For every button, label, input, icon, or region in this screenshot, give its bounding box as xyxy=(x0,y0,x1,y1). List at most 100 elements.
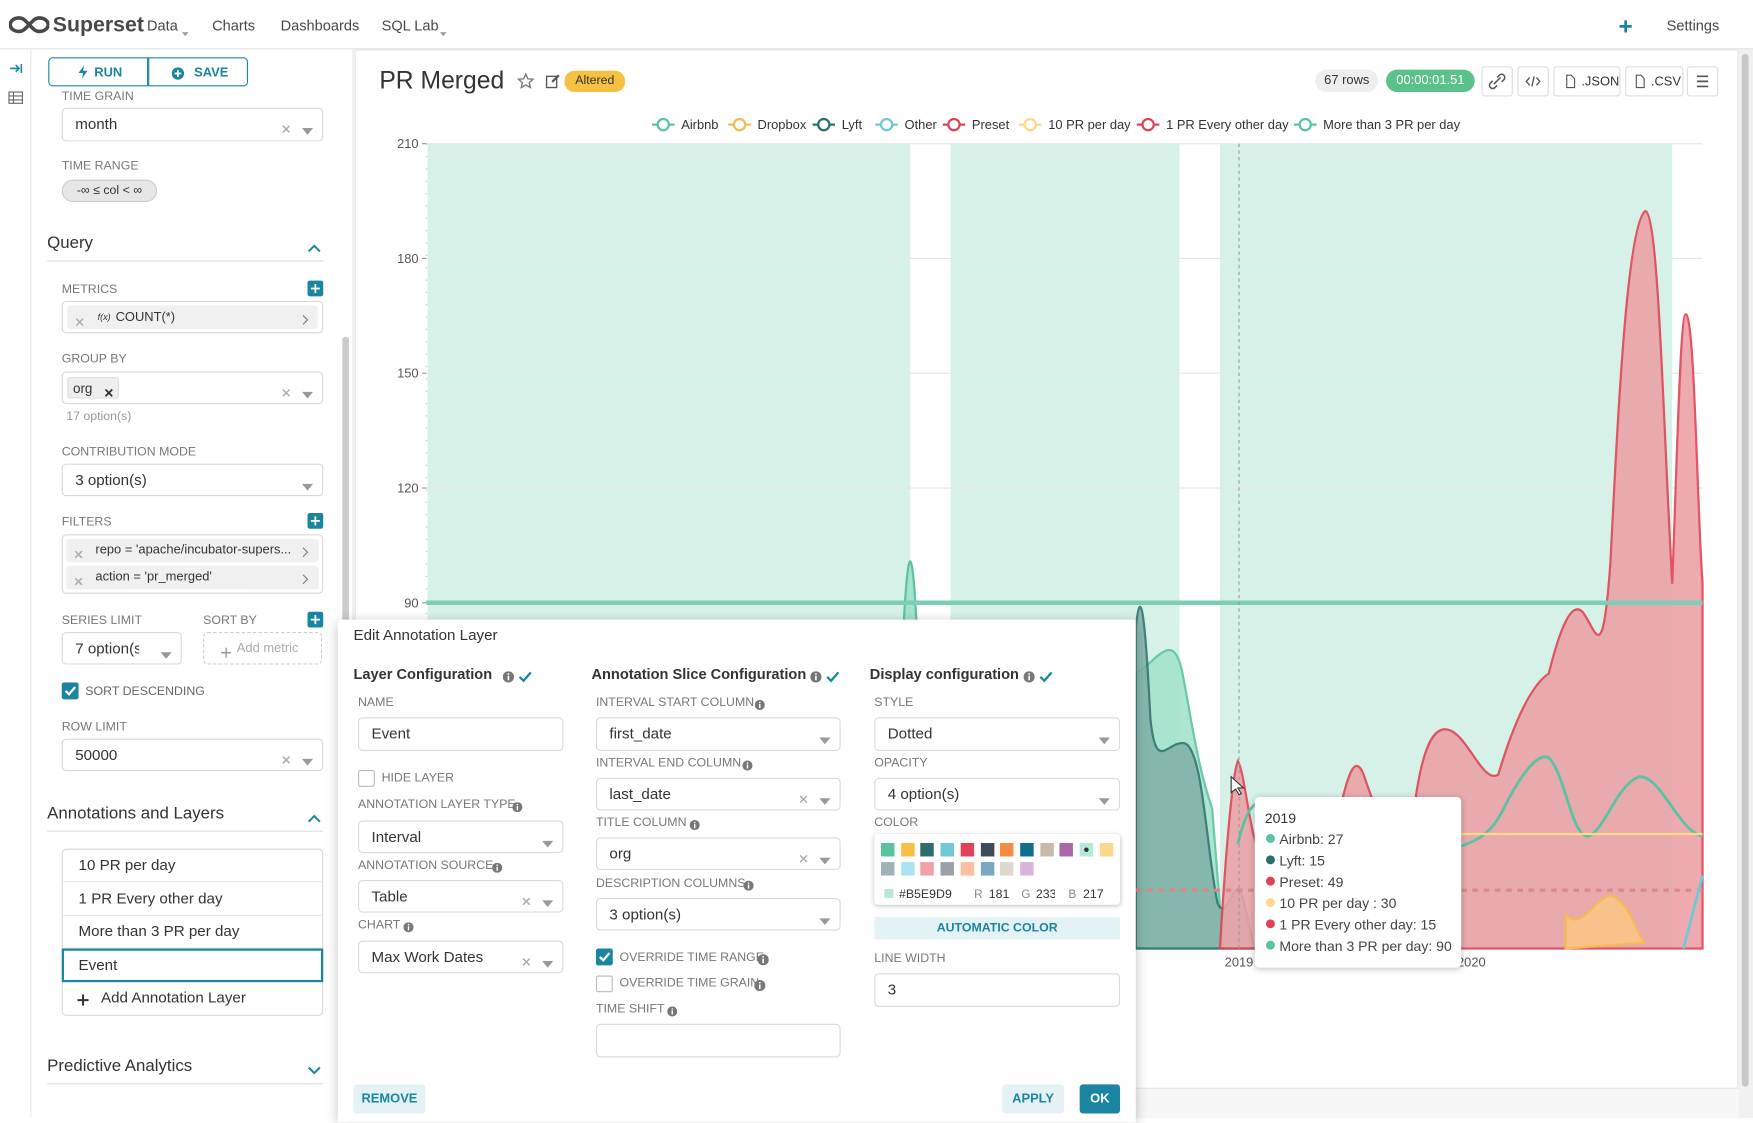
color-swatch[interactable] xyxy=(1020,843,1033,856)
icon xyxy=(819,737,830,744)
icon xyxy=(542,840,553,847)
field-label: TITLE COLUMN xyxy=(596,815,687,831)
select[interactable]: Interval xyxy=(358,821,563,854)
text-input[interactable] xyxy=(596,1024,841,1058)
legend-label: More than 3 PR per day xyxy=(1323,117,1460,132)
icon xyxy=(667,1006,677,1016)
icon-part xyxy=(819,798,830,805)
color-swatch[interactable] xyxy=(980,843,993,856)
icon xyxy=(522,896,531,905)
color-swatch[interactable] xyxy=(980,862,993,875)
color-swatch[interactable] xyxy=(1060,843,1073,856)
text-input[interactable]: 3 xyxy=(874,973,1120,1007)
caret-icon xyxy=(542,893,553,910)
color-swatch[interactable] xyxy=(1080,843,1093,856)
color-swatch[interactable] xyxy=(901,843,914,856)
icon xyxy=(819,857,830,864)
icon-part xyxy=(762,956,764,958)
legend-marker xyxy=(948,119,959,130)
tooltip-dot xyxy=(1266,855,1275,864)
select-value: Interval xyxy=(371,822,421,852)
color-swatch[interactable] xyxy=(1000,862,1013,875)
clear-icon[interactable] xyxy=(522,892,531,909)
text-input[interactable]: Event xyxy=(358,717,563,751)
icon-part xyxy=(517,806,518,810)
tooltip-dot xyxy=(1266,941,1275,950)
info-icon xyxy=(667,1004,677,1019)
select[interactable]: last_date xyxy=(596,778,841,811)
color-swatch[interactable] xyxy=(1000,843,1013,856)
modal-title: Edit Annotation Layer xyxy=(354,626,498,644)
icon xyxy=(512,802,522,812)
y-tick-label: 210 xyxy=(397,136,419,151)
automatic-color-button[interactable]: AUTOMATIC COLOR xyxy=(874,917,1120,939)
select[interactable]: Dotted xyxy=(874,717,1120,751)
select[interactable]: 4 option(s) xyxy=(874,778,1120,811)
icon-part xyxy=(542,900,553,907)
hex-value: #B5E9D9 xyxy=(899,886,952,904)
info-icon xyxy=(492,861,502,876)
icon xyxy=(522,957,531,966)
color-swatch[interactable] xyxy=(1020,862,1033,875)
color-swatch[interactable] xyxy=(881,843,894,856)
icon xyxy=(758,954,769,965)
color-swatch[interactable] xyxy=(1040,843,1053,856)
checkbox-label: OVERRIDE TIME RANGE xyxy=(620,949,765,967)
select[interactable]: 3 option(s) xyxy=(596,898,841,931)
color-swatch[interactable] xyxy=(921,843,934,856)
color-swatch[interactable] xyxy=(960,843,973,856)
select-value: org xyxy=(609,839,631,869)
select[interactable]: first_date xyxy=(596,717,841,751)
icon xyxy=(742,761,752,771)
color-swatch[interactable] xyxy=(881,862,894,875)
icon xyxy=(810,671,821,682)
clear-icon[interactable] xyxy=(799,790,808,807)
checkbox[interactable] xyxy=(596,949,613,966)
icon-part xyxy=(496,867,497,871)
select[interactable]: Max Work Dates xyxy=(358,941,563,974)
select-value: Table xyxy=(371,881,407,911)
color-swatch[interactable] xyxy=(960,862,973,875)
icon xyxy=(597,950,612,965)
color-swatch[interactable] xyxy=(1100,843,1113,856)
icon-part xyxy=(508,676,510,680)
remove-button[interactable]: REMOVE xyxy=(354,1084,426,1113)
clear-icon[interactable] xyxy=(799,849,808,866)
color-swatch[interactable] xyxy=(901,862,914,875)
tooltip-item: Lyft: 15 xyxy=(1279,852,1325,870)
color-swatch[interactable] xyxy=(941,862,954,875)
info-icon xyxy=(512,800,522,815)
y-tick-label: 120 xyxy=(397,480,419,495)
checkbox[interactable] xyxy=(596,975,613,992)
icon-part xyxy=(496,864,498,866)
channel-value: 233 xyxy=(1036,886,1055,904)
icon-part xyxy=(759,702,761,704)
info-icon xyxy=(754,978,765,995)
y-tick-label: 180 xyxy=(397,251,419,266)
icon xyxy=(819,798,830,805)
select-value: last_date xyxy=(609,779,670,809)
legend-label: Dropbox xyxy=(758,117,807,132)
legend-marker xyxy=(881,119,892,130)
apply-button[interactable]: APPLY xyxy=(1002,1084,1064,1113)
icon-part xyxy=(748,882,750,884)
color-swatch[interactable] xyxy=(921,862,934,875)
input-value: 3 xyxy=(888,974,896,1005)
clear-icon[interactable] xyxy=(522,952,531,969)
select[interactable]: org xyxy=(596,837,841,870)
icon-part xyxy=(408,926,409,930)
color-swatch[interactable] xyxy=(941,843,954,856)
checkbox[interactable] xyxy=(358,770,375,787)
icon-part xyxy=(517,804,519,806)
select[interactable]: Table xyxy=(358,880,563,913)
tooltip-item: Airbnb: 27 xyxy=(1279,831,1343,849)
ok-button[interactable]: OK xyxy=(1080,1084,1120,1113)
legend-label: Preset xyxy=(972,117,1010,132)
icon-part xyxy=(1028,676,1030,680)
legend-marker xyxy=(1025,119,1036,130)
icon xyxy=(1024,671,1035,682)
channel-label: B xyxy=(1068,886,1076,904)
icon-part xyxy=(671,1008,673,1010)
channel-value: 217 xyxy=(1083,886,1104,904)
